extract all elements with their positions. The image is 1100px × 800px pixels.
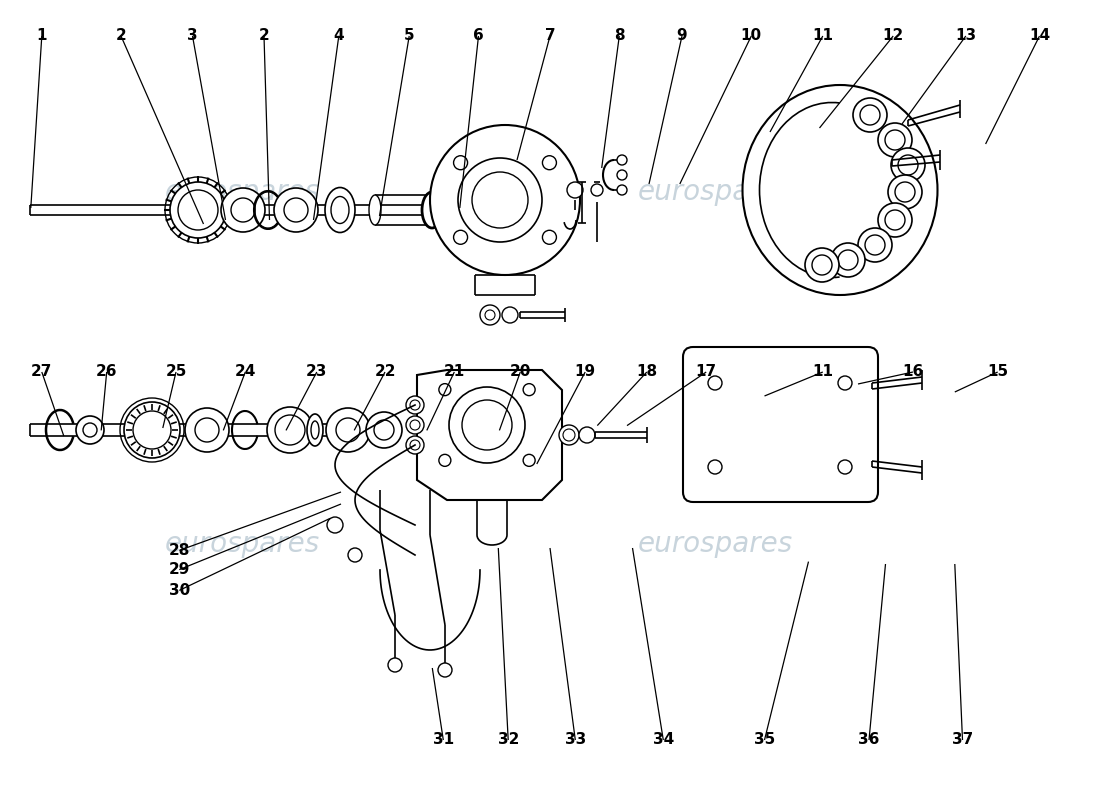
Text: 11: 11 <box>812 29 834 43</box>
Circle shape <box>221 188 265 232</box>
Circle shape <box>274 188 318 232</box>
Text: 36: 36 <box>858 733 880 747</box>
Circle shape <box>579 427 595 443</box>
Circle shape <box>708 376 722 390</box>
Text: 37: 37 <box>952 733 974 747</box>
Text: 13: 13 <box>955 29 977 43</box>
Text: 12: 12 <box>882 29 904 43</box>
Text: 7: 7 <box>544 29 556 43</box>
Circle shape <box>566 182 583 198</box>
Ellipse shape <box>422 192 442 228</box>
Circle shape <box>559 425 579 445</box>
Circle shape <box>366 412 402 448</box>
Circle shape <box>805 248 839 282</box>
Text: eurospares: eurospares <box>164 530 320 558</box>
Text: 3: 3 <box>187 29 198 43</box>
Circle shape <box>542 156 557 170</box>
Circle shape <box>617 170 627 180</box>
Text: 2: 2 <box>258 29 270 43</box>
Text: 8: 8 <box>614 29 625 43</box>
Circle shape <box>617 155 627 165</box>
Circle shape <box>406 416 424 434</box>
Text: 11: 11 <box>812 365 834 379</box>
Circle shape <box>852 98 887 132</box>
Circle shape <box>453 230 468 244</box>
Circle shape <box>878 203 912 237</box>
Circle shape <box>524 384 535 396</box>
Circle shape <box>430 125 580 275</box>
Text: 16: 16 <box>902 365 924 379</box>
Circle shape <box>76 416 104 444</box>
Circle shape <box>888 175 922 209</box>
Circle shape <box>878 123 912 157</box>
Circle shape <box>858 228 892 262</box>
Text: 31: 31 <box>432 733 454 747</box>
Text: 15: 15 <box>987 365 1009 379</box>
Text: 27: 27 <box>31 365 53 379</box>
Text: 5: 5 <box>404 29 415 43</box>
Ellipse shape <box>324 187 355 233</box>
Circle shape <box>708 460 722 474</box>
Circle shape <box>453 156 468 170</box>
Text: 26: 26 <box>96 365 118 379</box>
Circle shape <box>406 436 424 454</box>
Text: 23: 23 <box>306 365 328 379</box>
Text: 18: 18 <box>636 365 658 379</box>
Circle shape <box>502 307 518 323</box>
Circle shape <box>439 384 451 396</box>
Circle shape <box>891 148 925 182</box>
Circle shape <box>326 408 370 452</box>
Circle shape <box>480 305 501 325</box>
Circle shape <box>542 230 557 244</box>
Text: 19: 19 <box>574 365 596 379</box>
Text: eurospares: eurospares <box>164 178 320 206</box>
Circle shape <box>388 658 401 672</box>
Polygon shape <box>417 370 562 500</box>
FancyBboxPatch shape <box>683 347 878 502</box>
Circle shape <box>348 548 362 562</box>
Text: eurospares: eurospares <box>637 178 793 206</box>
Text: 25: 25 <box>165 365 187 379</box>
Circle shape <box>838 376 853 390</box>
Text: 33: 33 <box>564 733 586 747</box>
Ellipse shape <box>368 195 381 225</box>
Circle shape <box>185 408 229 452</box>
Text: 14: 14 <box>1028 29 1050 43</box>
Circle shape <box>830 243 865 277</box>
Circle shape <box>838 460 853 474</box>
Text: 1: 1 <box>36 29 47 43</box>
Circle shape <box>170 182 226 238</box>
Circle shape <box>524 454 535 466</box>
Circle shape <box>327 517 343 533</box>
Text: 17: 17 <box>695 365 717 379</box>
Text: 20: 20 <box>509 365 531 379</box>
Circle shape <box>438 663 452 677</box>
Text: 30: 30 <box>168 583 190 598</box>
Text: 21: 21 <box>443 365 465 379</box>
Text: 6: 6 <box>473 29 484 43</box>
Text: 34: 34 <box>652 733 674 747</box>
Text: 10: 10 <box>740 29 762 43</box>
Circle shape <box>617 185 627 195</box>
Text: 35: 35 <box>754 733 776 747</box>
Circle shape <box>267 407 314 453</box>
Text: 28: 28 <box>168 543 190 558</box>
Circle shape <box>124 402 180 458</box>
Text: 24: 24 <box>234 365 256 379</box>
Text: 32: 32 <box>497 733 519 747</box>
Ellipse shape <box>742 85 937 295</box>
Text: 9: 9 <box>676 29 688 43</box>
Text: 29: 29 <box>168 562 190 577</box>
Ellipse shape <box>307 414 323 446</box>
Text: eurospares: eurospares <box>637 530 793 558</box>
Circle shape <box>439 454 451 466</box>
Circle shape <box>591 184 603 196</box>
Text: 2: 2 <box>116 29 127 43</box>
Text: 4: 4 <box>333 29 344 43</box>
Circle shape <box>406 396 424 414</box>
Text: 22: 22 <box>374 365 396 379</box>
